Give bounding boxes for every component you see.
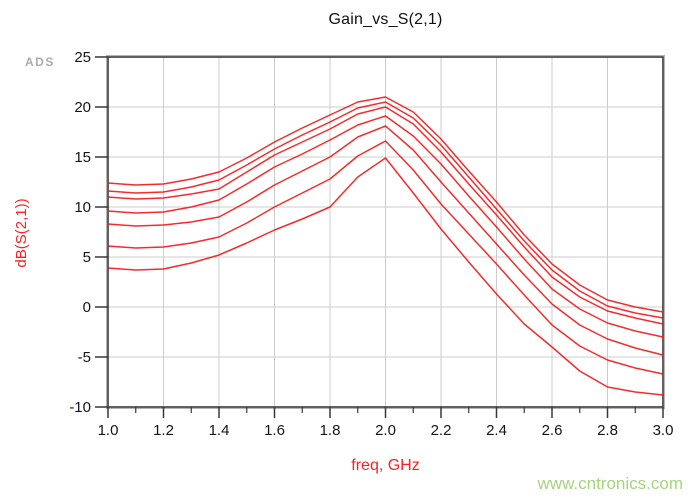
x-tick-label: 3.0 bbox=[653, 422, 674, 439]
series-line-curve-6 bbox=[107, 140, 664, 375]
y-axis-title: dB(S(2,1)) bbox=[13, 198, 30, 268]
series-line-curve-4 bbox=[107, 115, 664, 338]
x-tick-label: 2.2 bbox=[431, 422, 452, 439]
x-axis-title: freq, GHz bbox=[351, 457, 420, 474]
x-tick-label: 2.4 bbox=[486, 422, 507, 439]
ads-watermark: ADS bbox=[25, 55, 55, 69]
series-line-curve-5 bbox=[107, 125, 664, 356]
x-tick-label: 1.6 bbox=[264, 422, 285, 439]
y-tick-label: 20 bbox=[74, 99, 91, 116]
site-watermark: www.cntronics.com bbox=[537, 474, 683, 493]
y-tick-label: 15 bbox=[74, 149, 91, 166]
y-tick-label: 10 bbox=[74, 199, 91, 216]
x-tick-label: 1.0 bbox=[98, 422, 119, 439]
y-tick-label: 0 bbox=[83, 299, 91, 316]
series-line-curve-7 bbox=[107, 157, 664, 396]
series-line-curve-3 bbox=[107, 106, 664, 325]
x-tick-label: 1.8 bbox=[320, 422, 341, 439]
x-tick-label: 2.8 bbox=[597, 422, 618, 439]
y-tick-label: -5 bbox=[78, 349, 91, 366]
x-tick-label: 2.6 bbox=[542, 422, 563, 439]
series-line-curve-1 bbox=[107, 96, 664, 313]
x-tick-label: 2.0 bbox=[375, 422, 396, 439]
y-tick-label: 25 bbox=[74, 49, 91, 66]
chart-title: Gain_vs_S(2,1) bbox=[328, 11, 443, 28]
y-tick-label: -10 bbox=[69, 399, 91, 416]
y-tick-label: 5 bbox=[83, 249, 91, 266]
series-line-curve-2 bbox=[107, 101, 664, 319]
x-tick-label: 1.4 bbox=[209, 422, 230, 439]
x-tick-label: 1.2 bbox=[153, 422, 174, 439]
